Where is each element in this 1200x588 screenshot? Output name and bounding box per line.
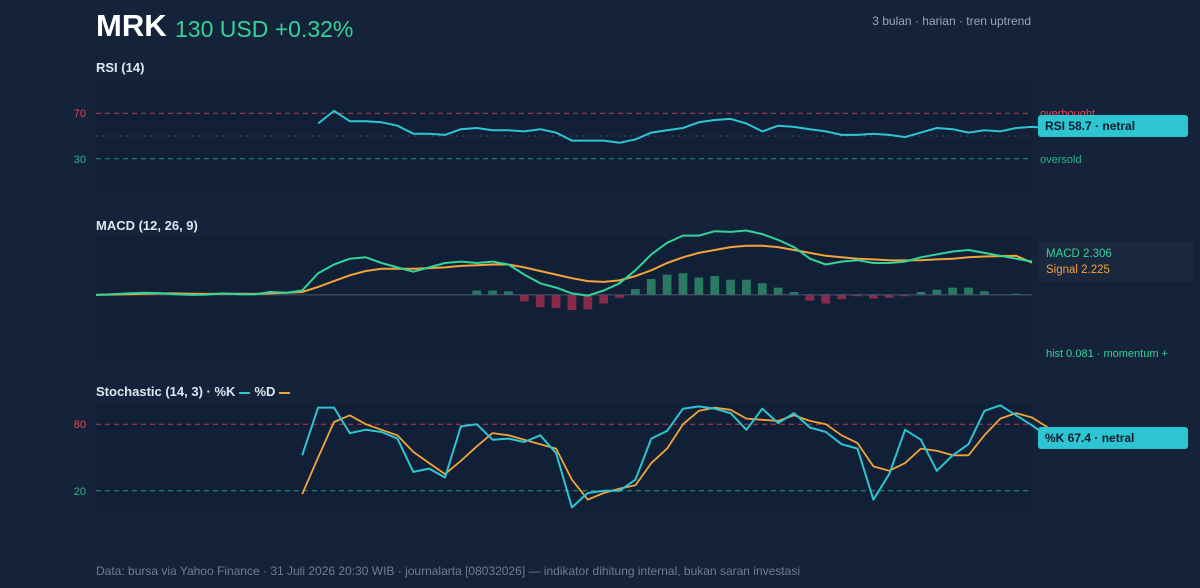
macd-hist-bar — [726, 279, 735, 295]
macd-hist-bar — [599, 294, 609, 304]
macd-hist-bar — [662, 274, 672, 295]
macd-hist-bar — [932, 289, 942, 295]
rsi-title: RSI (14) — [96, 60, 145, 75]
macd-hist-bar — [900, 294, 910, 297]
macd-hist-bar — [710, 276, 720, 295]
rsi-oversold-label: oversold — [1040, 154, 1082, 166]
macd-hist-bar — [916, 291, 926, 295]
macd-hist-bar — [1011, 293, 1021, 295]
rsi-tick-30: 30 — [74, 154, 86, 166]
stoch-d-label: %D — [254, 384, 276, 399]
chart-meta: 3 bulan · harian · tren uptrend — [872, 14, 1031, 28]
macd-panel-bg — [96, 237, 1032, 360]
percent-d-legend-swatch — [279, 391, 291, 394]
macd-hist-bar — [488, 290, 497, 295]
stoch-badge: %K 67.4 · netral — [1038, 427, 1188, 449]
footer-source: Data: bursa via Yahoo Finance · 31 Juli … — [96, 564, 800, 578]
macd-hist-bar — [535, 294, 545, 308]
macd-hist-bar — [868, 294, 878, 299]
ticker-title: MRK — [96, 8, 167, 43]
macd-hist-bar — [583, 294, 593, 310]
macd-hist-bar — [567, 294, 577, 311]
rsi-badge: RSI 58.7 · netral — [1038, 115, 1188, 137]
macd-hist-bar — [821, 294, 831, 304]
rsi-tick-70: 70 — [74, 108, 86, 120]
macd-hist-bar — [964, 287, 973, 295]
macd-hist-bar — [678, 273, 688, 295]
macd-hist-bar — [853, 294, 862, 297]
macd-hist-bar — [646, 278, 656, 295]
macd-hist-bar — [757, 283, 767, 295]
macd-hist-bar — [551, 294, 561, 308]
macd-hist-bar — [773, 287, 783, 295]
macd-hist-bar — [631, 289, 640, 295]
macd-hist-bar — [504, 291, 513, 295]
stoch-panel-bg — [96, 402, 1032, 513]
macd-hist-bar — [615, 294, 624, 298]
signal-value-label: Signal 2.225 — [1046, 264, 1110, 276]
macd-hist-bar — [884, 294, 894, 298]
percent-k-line — [301, 404, 1080, 509]
stoch-tick-20: 20 — [74, 486, 86, 498]
macd-line — [95, 229, 1033, 297]
percent-d-line — [301, 406, 1080, 501]
price-change: 130 USD +0.32% — [175, 16, 354, 42]
stoch-title-text: Stochastic (14, 3) · %K — [96, 384, 236, 399]
macd-hist-bar — [980, 291, 989, 295]
histogram-label: hist 0.081 · momentum + — [1046, 348, 1168, 360]
macd-hist-bar — [742, 279, 751, 295]
macd-hist-bar — [789, 291, 799, 295]
macd-hist-bar — [472, 290, 482, 295]
macd-hist-bar — [948, 287, 958, 295]
stoch-title: Stochastic (14, 3) · %K %D — [96, 384, 291, 399]
macd-legend-box: MACD 2.306 Signal 2.225 — [1038, 242, 1194, 282]
rsi-line — [317, 109, 1112, 144]
macd-hist-bar — [837, 294, 846, 300]
macd-hist-bar — [805, 294, 815, 301]
macd-hist-bar — [694, 277, 704, 295]
stoch-tick-80: 80 — [74, 419, 86, 431]
macd-hist-bar — [519, 294, 529, 302]
percent-k-legend-swatch — [239, 391, 251, 394]
macd-value-label: MACD 2.306 — [1046, 248, 1112, 260]
macd-title: MACD (12, 26, 9) — [96, 218, 198, 233]
